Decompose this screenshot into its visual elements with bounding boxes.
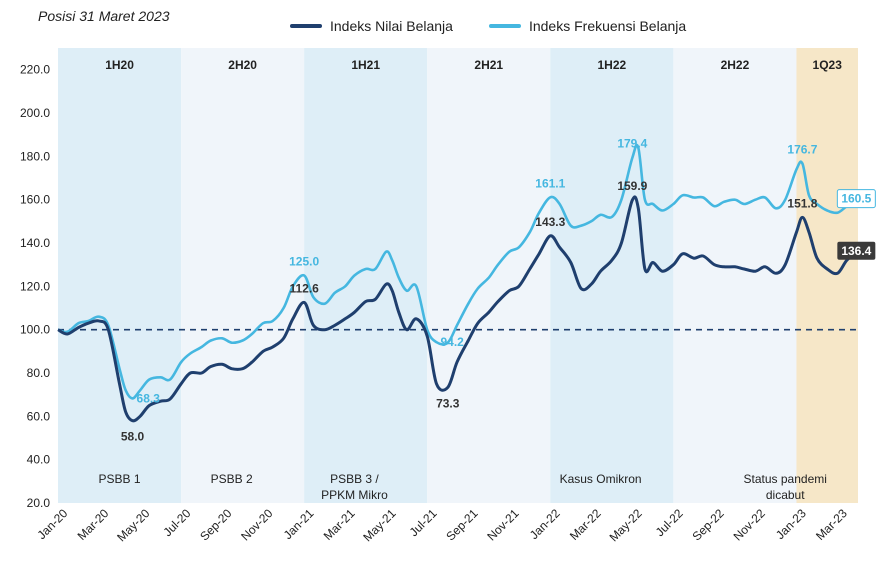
x-tick-label: Sep-22 xyxy=(690,506,727,543)
legend-swatch-nilai xyxy=(290,24,322,28)
data-label: 151.8 xyxy=(787,196,817,210)
y-tick-label: 20.0 xyxy=(27,496,51,510)
y-tick-label: 100.0 xyxy=(20,323,50,337)
chart-legend: Indeks Nilai Belanja Indeks Frekuensi Be… xyxy=(290,18,686,34)
x-tick-label: May-21 xyxy=(360,506,398,544)
y-tick-label: 120.0 xyxy=(20,279,50,293)
period-label: 1H21 xyxy=(351,58,380,72)
y-tick-label: 160.0 xyxy=(20,193,50,207)
data-label: 160.5 xyxy=(841,192,871,206)
y-tick-label: 200.0 xyxy=(20,106,50,120)
period-label: 2H21 xyxy=(474,58,503,72)
x-tick-label: Nov-22 xyxy=(731,506,768,543)
x-tick-label: Mar-21 xyxy=(321,506,358,543)
end-value-box-frekuensi xyxy=(836,189,876,209)
x-tick-label: Mar-20 xyxy=(75,506,112,543)
y-tick-label: 60.0 xyxy=(27,409,51,423)
legend-label-frekuensi: Indeks Frekuensi Belanja xyxy=(528,18,687,34)
x-tick-label: Jul-22 xyxy=(653,506,686,539)
legend-swatch-frekuensi xyxy=(488,24,521,28)
event-label: PSBB 2 xyxy=(211,472,253,486)
x-tick-label: Nov-21 xyxy=(484,506,521,543)
period-label: 2H20 xyxy=(228,58,257,72)
x-tick-label: Jan-22 xyxy=(527,506,563,542)
period-band xyxy=(796,48,858,503)
period-label: 2H22 xyxy=(721,58,750,72)
data-label: 68.3 xyxy=(137,391,161,405)
x-tick-label: Sep-20 xyxy=(197,506,234,543)
period-label: 1H20 xyxy=(105,58,134,72)
period-band xyxy=(673,48,797,503)
data-label: 73.3 xyxy=(436,397,460,411)
data-label: 161.1 xyxy=(535,176,565,190)
data-label: 94.2 xyxy=(440,335,464,349)
event-label: PSBB 1 xyxy=(99,472,141,486)
x-tick-label: Mar-23 xyxy=(813,506,850,543)
period-band xyxy=(181,48,305,503)
legend-label-nilai: Indeks Nilai Belanja xyxy=(330,18,453,34)
series-line-frekuensi xyxy=(57,143,859,400)
y-tick-label: 40.0 xyxy=(27,453,51,467)
x-tick-label: Jan-23 xyxy=(773,506,809,542)
event-label: Kasus Omikron xyxy=(560,472,642,486)
x-tick-label: Mar-22 xyxy=(567,506,604,543)
data-label: 159.9 xyxy=(617,179,647,193)
event-label: dicabut xyxy=(766,488,805,502)
x-tick-label: May-20 xyxy=(114,506,152,544)
data-label: 58.0 xyxy=(121,430,145,444)
period-label: 1H22 xyxy=(598,58,627,72)
event-label: Status pandemi xyxy=(744,472,827,486)
x-tick-label: May-22 xyxy=(607,506,645,544)
event-label: PPKM Mikro xyxy=(321,488,388,502)
data-label: 136.4 xyxy=(841,244,871,258)
y-tick-label: 140.0 xyxy=(20,236,50,250)
data-label: 176.7 xyxy=(787,142,817,156)
x-tick-label: Nov-20 xyxy=(238,506,275,543)
period-band xyxy=(58,48,182,503)
x-tick-label: Jan-20 xyxy=(35,506,71,542)
y-tick-label: 180.0 xyxy=(20,149,50,163)
legend-item-frekuensi: Indeks Frekuensi Belanja xyxy=(488,18,687,34)
x-tick-label: Jan-21 xyxy=(281,506,317,542)
data-label: 112.6 xyxy=(289,281,319,295)
x-tick-label: Sep-21 xyxy=(443,506,480,543)
legend-item-nilai: Indeks Nilai Belanja xyxy=(290,18,453,34)
series-line-nilai xyxy=(57,195,859,423)
x-tick-label: Jul-20 xyxy=(160,506,193,539)
data-label: 143.3 xyxy=(535,215,565,229)
period-band xyxy=(304,48,428,503)
chart-subtitle: Posisi 31 Maret 2023 xyxy=(38,8,170,24)
event-label: PSBB 3 / xyxy=(330,472,379,486)
x-tick-label: Jul-21 xyxy=(407,506,440,539)
y-tick-label: 220.0 xyxy=(20,63,50,77)
period-band xyxy=(427,48,551,503)
data-label: 179.4 xyxy=(617,137,647,151)
period-band xyxy=(550,48,674,503)
end-value-box-nilai xyxy=(837,241,876,260)
period-label: 1Q23 xyxy=(813,58,843,72)
data-label: 125.0 xyxy=(289,255,319,269)
y-tick-label: 80.0 xyxy=(27,366,51,380)
